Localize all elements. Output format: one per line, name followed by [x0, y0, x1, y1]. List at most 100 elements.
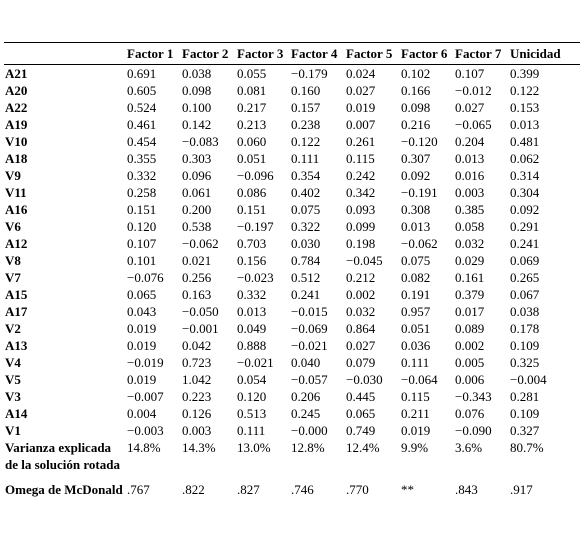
cell: −0.007	[127, 389, 164, 404]
cell: 0.054	[237, 372, 267, 387]
table-row: V10 0.454 −0.083 0.060 0.122 0.261 −0.120 0.204…	[4, 133, 580, 150]
table-row: V1 −0.003 0.003 0.111 −0.000 0.749 0.019 −0.090…	[4, 422, 580, 439]
cell: 0.075	[401, 253, 431, 268]
cell: 12.4%	[346, 440, 380, 455]
cell: 0.178	[510, 321, 540, 336]
cell: −0.076	[127, 270, 164, 285]
table-body: A21 0.691 0.038 0.055 −0.179 0.024 0.102 0.107 0…	[4, 65, 580, 507]
cell: 0.049	[237, 321, 267, 336]
cell: 0.062	[510, 151, 540, 166]
cell: 0.107	[455, 66, 485, 81]
row-label: V9	[5, 168, 21, 183]
table-row: A22 0.524 0.100 0.217 0.157 0.019 0.098 0.027 0.…	[4, 99, 580, 116]
cell: 0.107	[127, 236, 157, 251]
cell: −0.012	[455, 83, 492, 98]
table-row: Omega de McDonald .767 .822 .827 .746 .770 **.…	[4, 481, 580, 506]
cell: 0.002	[455, 338, 485, 353]
cell: −0.083	[182, 134, 219, 149]
cell: 0.005	[455, 355, 485, 370]
row-label: V3	[5, 389, 21, 404]
header-cell: Factor 7	[455, 46, 502, 61]
cell: 0.109	[510, 406, 540, 421]
header-cell: Factor 2	[182, 46, 229, 61]
cell: 0.703	[237, 236, 267, 251]
cell: 0.076	[455, 406, 485, 421]
row-label: A14	[5, 406, 28, 421]
cell: −0.019	[127, 355, 164, 370]
cell: 0.281	[510, 389, 540, 404]
cell: 0.055	[237, 66, 267, 81]
cell: −0.096	[237, 168, 274, 183]
cell: 0.314	[510, 168, 540, 183]
cell: 0.016	[455, 168, 485, 183]
cell: 0.038	[510, 304, 540, 319]
cell: 0.003	[455, 185, 485, 200]
table-row: V6 0.120 0.538 −0.197 0.322 0.099 0.013 0.058 0.…	[4, 218, 580, 235]
cell: 0.043	[127, 304, 157, 319]
row-label: A12	[5, 236, 28, 251]
table-row: A21 0.691 0.038 0.055 −0.179 0.024 0.102 0.107 0…	[4, 65, 580, 83]
cell: 0.157	[291, 100, 321, 115]
cell: 0.038	[182, 66, 212, 81]
factor-table: Factor 1 Factor 2 Factor 3 Factor 4 Factor 5…	[4, 42, 580, 506]
cell: 0.061	[182, 185, 212, 200]
table-row: V3 −0.007 0.223 0.120 0.206 0.445 0.115 −0.343 0…	[4, 388, 580, 405]
cell: 0.086	[237, 185, 267, 200]
cell: 0.111	[291, 151, 320, 166]
cell: 0.166	[401, 83, 431, 98]
row-label: V8	[5, 253, 21, 268]
cell: −0.062	[401, 236, 438, 251]
cell: −0.015	[291, 304, 328, 319]
cell: .767	[127, 482, 150, 497]
cell: 0.241	[291, 287, 321, 302]
cell: 0.051	[401, 321, 431, 336]
cell: 0.027	[346, 83, 376, 98]
table-row: A20 0.605 0.098 0.081 0.160 0.027 0.166 −0.012 0…	[4, 82, 580, 99]
cell: 9.9%	[401, 440, 429, 455]
header-cell: Factor 1	[127, 46, 174, 61]
cell: 0.322	[291, 219, 321, 234]
header-cell	[4, 43, 126, 65]
cell: 0.454	[127, 134, 157, 149]
cell: −0.120	[401, 134, 438, 149]
table-row: V4 −0.019 0.723 −0.021 0.040 0.079 0.111 0.005 0…	[4, 354, 580, 371]
cell: 0.004	[127, 406, 157, 421]
row-label: Omega de McDonald	[5, 482, 123, 497]
table-row: V7 −0.076 0.256 −0.023 0.512 0.212 0.082 0.161 0…	[4, 269, 580, 286]
cell: 0.327	[510, 423, 540, 438]
cell: 0.445	[346, 389, 376, 404]
cell: 0.691	[127, 66, 157, 81]
cell: 0.069	[510, 253, 540, 268]
cell: 0.013	[455, 151, 485, 166]
row-label: V7	[5, 270, 21, 285]
cell: 0.153	[510, 100, 540, 115]
cell: 0.019	[127, 338, 157, 353]
cell: −0.003	[127, 423, 164, 438]
cell: 0.198	[346, 236, 376, 251]
cell: 0.481	[510, 134, 540, 149]
cell: 0.101	[127, 253, 157, 268]
cell: 0.888	[237, 338, 267, 353]
cell: 0.191	[401, 287, 431, 302]
cell: 0.027	[455, 100, 485, 115]
cell: 0.019	[346, 100, 376, 115]
row-label: V2	[5, 321, 21, 336]
cell: 0.307	[401, 151, 431, 166]
cell: 0.241	[510, 236, 540, 251]
cell: 0.075	[291, 202, 321, 217]
cell: 0.102	[401, 66, 431, 81]
cell: 0.120	[237, 389, 267, 404]
cell: −0.191	[401, 185, 438, 200]
cell: −0.021	[291, 338, 328, 353]
cell: −0.050	[182, 304, 219, 319]
cell: 12.8%	[291, 440, 325, 455]
cell: 0.242	[346, 168, 376, 183]
cell: −0.197	[237, 219, 274, 234]
table-row: V2 0.019 −0.001 0.049 −0.069 0.864 0.051 0.089 0…	[4, 320, 580, 337]
table-row: V11 0.258 0.061 0.086 0.402 0.342 −0.191 0.003 0…	[4, 184, 580, 201]
cell: 0.238	[291, 117, 321, 132]
cell: 0.051	[237, 151, 267, 166]
row-label: A22	[5, 100, 28, 115]
cell: 0.003	[182, 423, 212, 438]
cell: 0.111	[401, 355, 430, 370]
